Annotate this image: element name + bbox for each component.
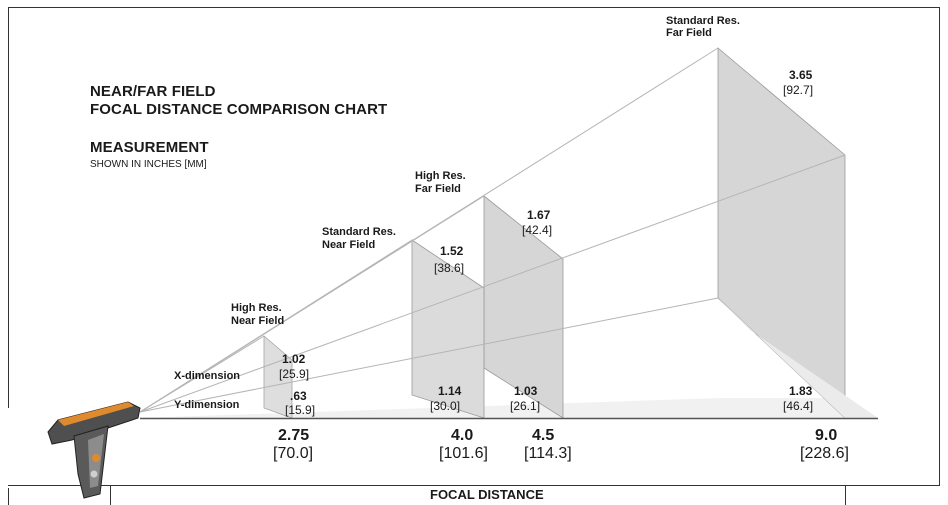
axis-tick-mm-2: [101.6] [439, 445, 488, 462]
axis-tick-inches-4: 9.0 [815, 427, 838, 444]
plane-label-high-res-far-line2: Far Field [415, 183, 461, 195]
value-x-mm-high-res-far: [42.4] [522, 223, 553, 237]
measurement-heading: MEASUREMENT [90, 139, 209, 156]
value-y-inches-standard-res-near: 1.14 [438, 384, 462, 398]
plane-label-standard-res-near-line2: Near Field [322, 239, 376, 251]
value-y-inches-high-res-far: 1.03 [514, 384, 538, 398]
axis-tick-inches-2: 4.0 [451, 427, 474, 444]
measurement-note: SHOWN IN INCHES [MM] [90, 159, 207, 170]
value-y-mm-high-res-near: [15.9] [285, 403, 316, 417]
beam-lines [139, 47, 846, 413]
value-x-mm-high-res-near: [25.9] [279, 367, 310, 381]
axis-tick-mm-1: [70.0] [273, 445, 314, 462]
plane-label-high-res-far-line1: High Res. [415, 170, 466, 182]
axis-tick-mm-4: [228.6] [800, 445, 849, 462]
value-x-inches-high-res-far: 1.67 [527, 208, 551, 222]
value-x-inches-standard-res-near: 1.52 [440, 244, 464, 258]
value-y-inches-standard-res-far: 1.83 [789, 384, 813, 398]
axis-tick-inches-1: 2.75 [278, 427, 310, 444]
value-y-mm-standard-res-near: [30.0] [430, 399, 461, 413]
axis-title-focal-distance: FOCAL DISTANCE [430, 487, 544, 502]
plane-label-standard-res-far-line1: Standard Res. [666, 15, 740, 27]
value-x-mm-standard-res-near: [38.6] [434, 261, 465, 275]
value-y-inches-high-res-near: .63 [290, 389, 307, 403]
value-x-inches-standard-res-far: 3.65 [789, 68, 813, 82]
value-x-mm-standard-res-far: [92.7] [783, 83, 814, 97]
ground-plane [140, 398, 878, 418]
value-y-mm-high-res-far: [26.1] [510, 399, 541, 413]
chart-title-line1: NEAR/FAR FIELD [90, 83, 216, 100]
x-dimension-label: X-dimension [174, 370, 241, 382]
plane-label-high-res-near-line1: High Res. [231, 302, 282, 314]
plane-label-standard-res-near-line1: Standard Res. [322, 226, 396, 238]
plane-label-standard-res-far-line2: Far Field [666, 27, 712, 39]
handheld-barcode-scanner-icon [47, 401, 141, 499]
plane-label-high-res-near-line2: Near Field [231, 315, 285, 327]
value-y-mm-standard-res-far: [46.4] [783, 399, 814, 413]
chart-title-line2: FOCAL DISTANCE COMPARISON CHART [90, 101, 388, 118]
value-x-inches-high-res-near: 1.02 [282, 352, 306, 366]
y-dimension-label: Y-dimension [174, 399, 240, 411]
axis-tick-inches-3: 4.5 [532, 427, 555, 444]
axis-tick-mm-3: [114.3] [524, 445, 572, 462]
plane-standard-res-far-field [717, 47, 878, 419]
